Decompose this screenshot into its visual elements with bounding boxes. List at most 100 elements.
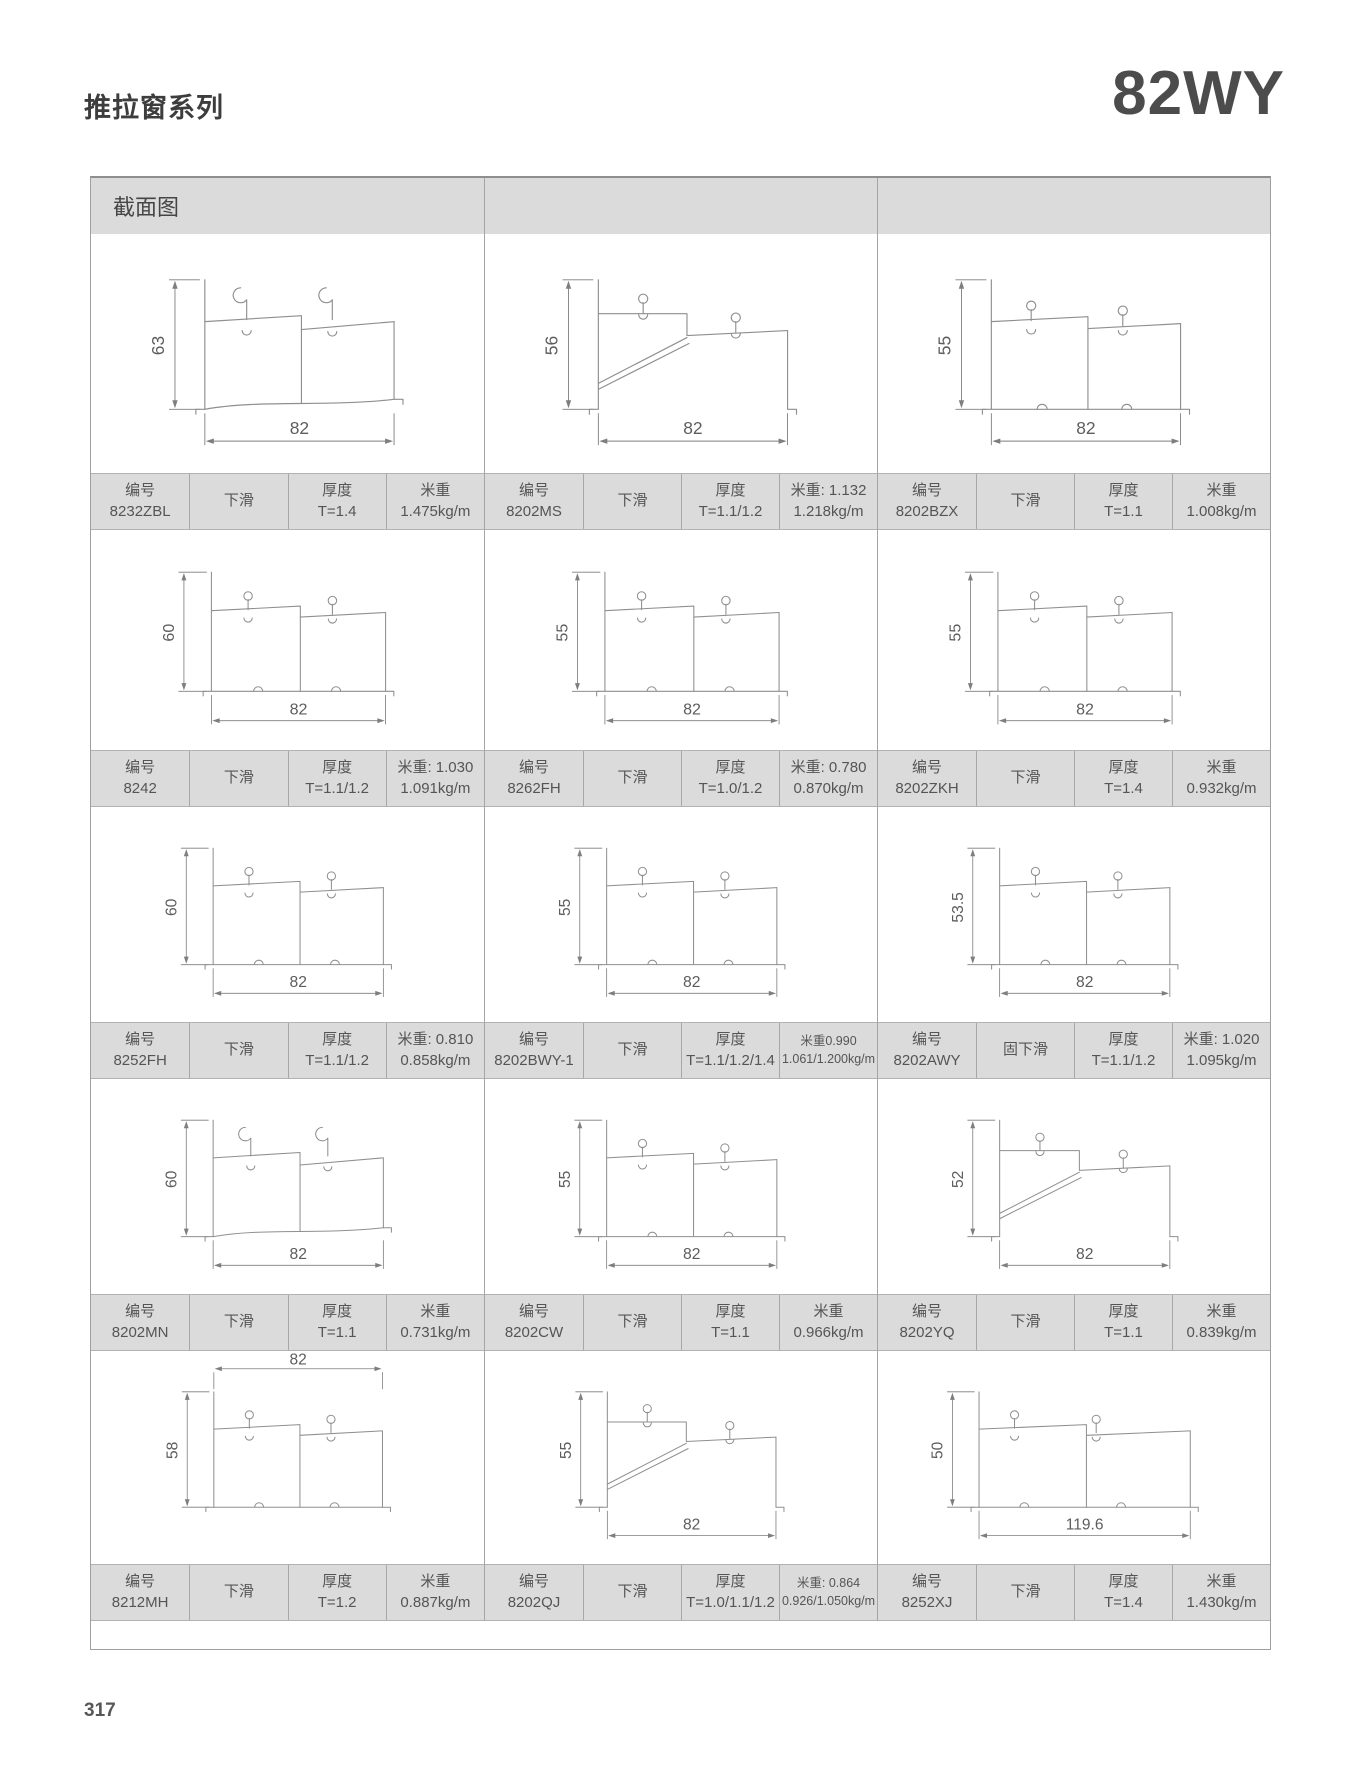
spec-strip: 编号 8202BZX 下滑 厚度 T=1.1 米重 1.008kg/m — [878, 473, 1270, 530]
profile-drawing: 52 82 — [878, 1079, 1270, 1294]
weight-line1: 米重: 0.810 — [397, 1030, 474, 1048]
spec-strip: 编号 8242 下滑 厚度 T=1.1/1.2 米重: 1.030 1.091k… — [91, 750, 484, 807]
weight-line1: 米重 — [1206, 758, 1237, 776]
weight-cell: 米重: 1.132 1.218kg/m — [779, 474, 877, 529]
svg-text:82: 82 — [683, 700, 701, 718]
type-value: 下滑 — [1010, 492, 1041, 510]
type-cell: 下滑 — [189, 1023, 287, 1078]
profile-drawing: 60 82 — [91, 1079, 484, 1294]
type-cell: 下滑 — [189, 1565, 287, 1620]
code-value: 8202YQ — [899, 1323, 955, 1341]
profile-cross-section-diagram: 60 82 — [160, 571, 395, 725]
weight-line2: 0.731kg/m — [400, 1323, 471, 1341]
weight-line2: 0.887kg/m — [400, 1593, 471, 1611]
type-value: 下滑 — [617, 492, 648, 510]
spec-strip: 编号 8202AWY 固下滑 厚度 T=1.1/1.2 米重: 1.020 1.… — [878, 1022, 1270, 1079]
profile-cross-section-diagram: 63 82 — [148, 279, 404, 446]
catalog-table: 截面图 63 82 编号 8232ZBL 下滑 厚度 T=1.4 米重 1.475… — [90, 176, 1271, 1650]
thickness-label: 厚度 — [1108, 1030, 1139, 1048]
thickness-value: T=1.1 — [1104, 502, 1143, 520]
thickness-value: T=1.1/1.2 — [305, 1051, 370, 1069]
thickness-label: 厚度 — [1108, 758, 1139, 776]
thickness-cell: 厚度 T=1.1/1.2 — [287, 751, 386, 806]
weight-line1: 米重 — [1206, 1302, 1237, 1320]
code-cell: 编号 8202QJ — [485, 1565, 583, 1620]
header-cell-empty — [484, 178, 877, 234]
code-label: 编号 — [911, 1302, 942, 1320]
thickness-value: T=1.1/1.2 — [1091, 1051, 1156, 1069]
catalog-body: 63 82 编号 8232ZBL 下滑 厚度 T=1.4 米重 1.475kg/m… — [91, 234, 1270, 1621]
profile-drawing: 55 82 — [878, 234, 1270, 473]
spec-strip: 编号 8262FH 下滑 厚度 T=1.0/1.2 米重: 0.780 0.87… — [485, 750, 877, 807]
profile-cross-section-diagram: 53.5 82 — [950, 847, 1179, 997]
thickness-cell: 厚度 T=1.4 — [1074, 1565, 1172, 1620]
type-value: 下滑 — [1010, 1313, 1041, 1331]
code-value: 8262FH — [507, 779, 561, 797]
thickness-label: 厚度 — [1108, 481, 1139, 499]
spec-strip: 编号 8252XJ 下滑 厚度 T=1.4 米重 1.430kg/m — [878, 1564, 1270, 1621]
type-value: 下滑 — [617, 1313, 648, 1331]
svg-text:82: 82 — [290, 1351, 307, 1368]
type-value: 下滑 — [223, 1313, 254, 1331]
profile-cross-section-diagram: 55 82 — [557, 1119, 786, 1269]
code-value: 8202MS — [506, 502, 562, 520]
thickness-value: T=1.0/1.1/1.2 — [686, 1593, 775, 1611]
weight-line2: 1.095kg/m — [1186, 1051, 1257, 1069]
spec-strip: 编号 8252FH 下滑 厚度 T=1.1/1.2 米重: 0.810 0.85… — [91, 1022, 484, 1079]
thickness-value: T=1.4 — [1104, 779, 1143, 797]
weight-line2: 1.061/1.200kg/m — [781, 1051, 876, 1066]
profile-cross-section-diagram: 55 82 — [935, 279, 1191, 446]
weight-line2: 1.008kg/m — [1186, 502, 1257, 520]
weight-cell: 米重0.990 1.061/1.200kg/m — [779, 1023, 877, 1078]
type-cell: 下滑 — [976, 751, 1074, 806]
type-value: 下滑 — [1010, 1583, 1041, 1601]
thickness-label: 厚度 — [715, 1302, 746, 1320]
code-value: 8202ZKH — [895, 779, 959, 797]
spec-strip: 编号 8202YQ 下滑 厚度 T=1.1 米重 0.839kg/m — [878, 1294, 1270, 1351]
weight-cell: 米重: 0.864 0.926/1.050kg/m — [779, 1565, 877, 1620]
code-label: 编号 — [911, 481, 942, 499]
code-cell: 编号 8202BWY-1 — [485, 1023, 583, 1078]
svg-text:82: 82 — [1076, 974, 1093, 991]
thickness-cell: 厚度 T=1.1/1.2/1.4 — [681, 1023, 779, 1078]
type-value: 下滑 — [223, 1041, 254, 1059]
code-cell: 编号 8252XJ — [878, 1565, 976, 1620]
section-header-cell: 截面图 — [91, 178, 484, 234]
code-label: 编号 — [125, 1030, 156, 1048]
type-value: 下滑 — [223, 492, 254, 510]
weight-line1: 米重 — [420, 1302, 451, 1320]
weight-line2: 0.858kg/m — [400, 1051, 471, 1069]
thickness-value: T=1.1/1.2 — [305, 779, 370, 797]
code-label: 编号 — [518, 758, 549, 776]
weight-line2: 1.475kg/m — [400, 502, 471, 520]
thickness-cell: 厚度 T=1.1/1.2 — [1074, 1023, 1172, 1078]
svg-text:55: 55 — [557, 898, 574, 916]
type-cell: 下滑 — [583, 1565, 681, 1620]
thickness-cell: 厚度 T=1.1 — [287, 1295, 386, 1350]
weight-line1: 米重0.990 — [800, 1033, 857, 1048]
profile-cell: 60 82 编号 8202MN 下滑 厚度 T=1.1 米重 0.731kg/m — [91, 1079, 484, 1351]
code-value: 8202MN — [111, 1323, 169, 1341]
thickness-value: T=1.1/1.2 — [698, 502, 763, 520]
svg-text:82: 82 — [683, 1246, 700, 1263]
profile-cell: 60 82 编号 8242 下滑 厚度 T=1.1/1.2 米重: 1.030 1… — [91, 530, 484, 807]
svg-text:82: 82 — [683, 974, 700, 991]
code-label: 编号 — [125, 758, 156, 776]
type-cell: 下滑 — [976, 1295, 1074, 1350]
profile-cell: 63 82 编号 8232ZBL 下滑 厚度 T=1.4 米重 1.475kg/m — [91, 234, 484, 530]
code-label: 编号 — [911, 758, 942, 776]
profile-cross-section-diagram: 55 82 — [553, 571, 788, 725]
code-cell: 编号 8202CW — [485, 1295, 583, 1350]
thickness-label: 厚度 — [1108, 1572, 1139, 1590]
code-value: 8212MH — [111, 1593, 169, 1611]
thickness-cell: 厚度 T=1.1 — [1074, 474, 1172, 529]
svg-text:82: 82 — [1076, 1246, 1093, 1263]
spec-strip: 编号 8212MH 下滑 厚度 T=1.2 米重 0.887kg/m — [91, 1564, 484, 1621]
weight-line1: 米重 — [813, 1302, 844, 1320]
code-label: 编号 — [911, 1030, 942, 1048]
code-label: 编号 — [125, 481, 156, 499]
code-value: 8202CW — [504, 1323, 564, 1341]
thickness-value: T=1.0/1.2 — [698, 779, 763, 797]
profile-cell: 55 82 编号 8202CW 下滑 厚度 T=1.1 米重 0.966kg/m — [484, 1079, 877, 1351]
profile-drawing: 63 82 — [91, 234, 484, 473]
